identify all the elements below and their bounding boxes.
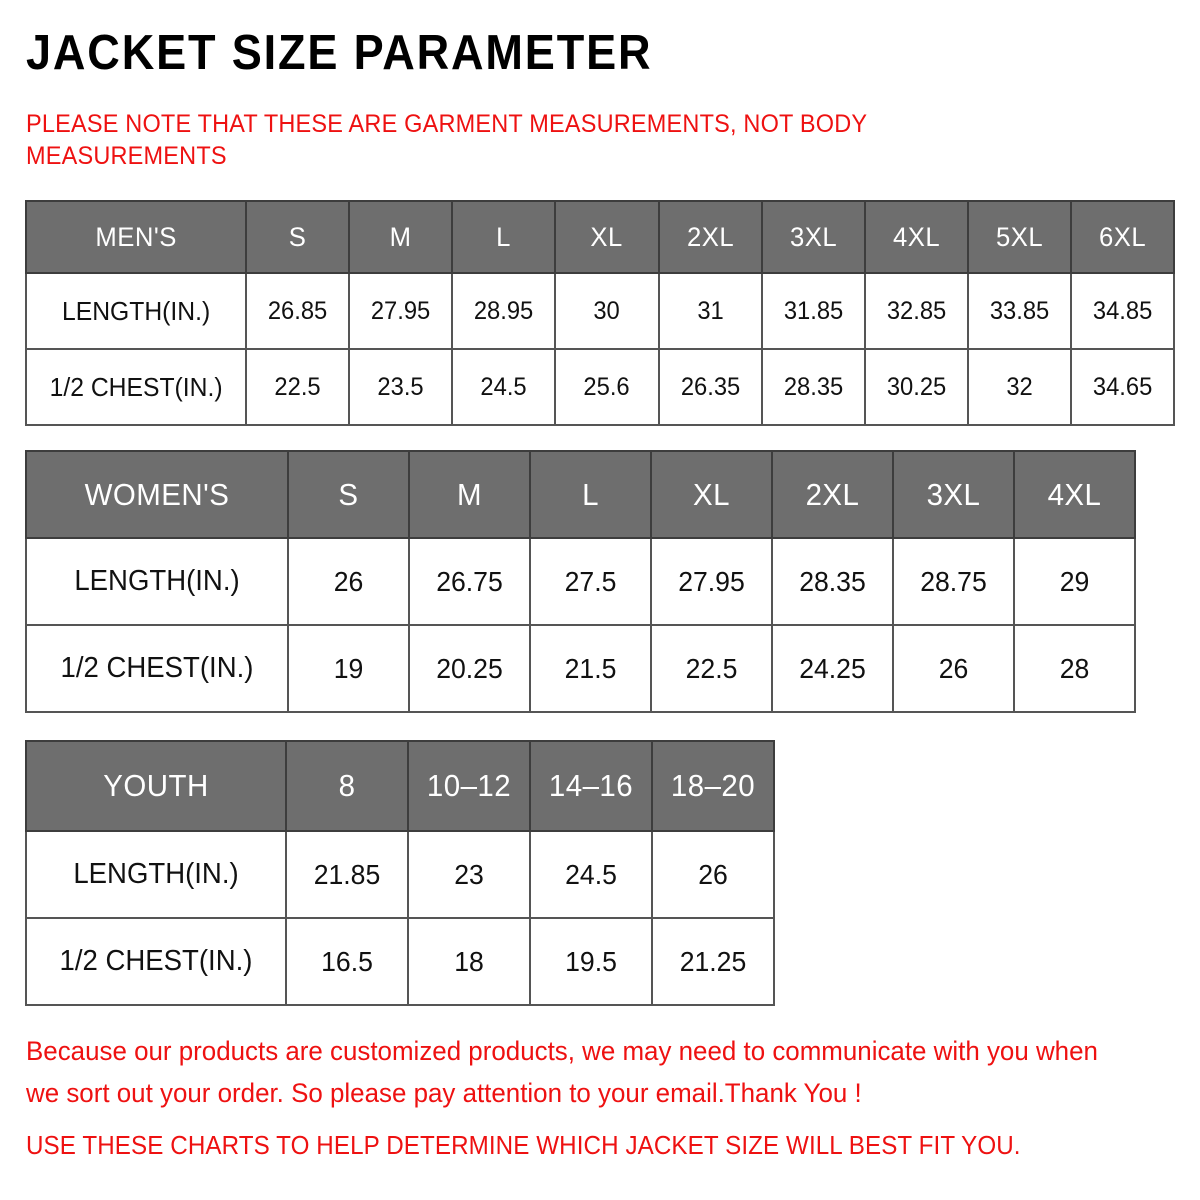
youth-col-14-16: 14–16 [529,740,653,832]
womens-size-table: WOMEN'S S M L XL 2XL 3XL 4XL LENGTH(IN.)… [25,450,1136,713]
womens-chest-xl: 22.5 [650,624,773,713]
table-row: LENGTH(IN.) 26 26.75 27.5 27.95 28.35 28… [25,537,1136,626]
youth-table-head: YOUTH 8 10–12 14–16 18–20 [25,740,775,832]
mens-length-m: 27.95 [348,272,454,350]
mens-table-head: MEN'S S M L XL 2XL 3XL [24,200,1176,274]
youth-length-8: 21.85 [285,830,409,919]
mens-chest-6xl: 34.65 [1069,348,1176,426]
youth-length-10-12: 23 [407,830,531,919]
womens-col-m: M [408,450,531,539]
youth-chest-14-16: 19.5 [529,917,653,1006]
womens-row-label-length: LENGTH(IN.) [25,537,289,626]
womens-col-s: S [287,450,410,539]
mens-chest-4xl: 30.25 [863,348,969,426]
womens-length-2xl: 28.35 [771,537,894,626]
mens-length-5xl: 33.85 [966,272,1072,350]
mens-length-4xl: 32.85 [863,272,969,350]
womens-col-3xl: 3XL [892,450,1015,539]
mens-col-3xl: 3XL [760,200,866,274]
youth-chest-10-12: 18 [407,917,531,1006]
mens-col-xl: XL [554,200,660,274]
womens-length-m: 26.75 [408,537,531,626]
use-charts-note: USE THESE CHARTS TO HELP DETERMINE WHICH… [26,1130,1021,1160]
mens-chest-m: 23.5 [348,348,454,426]
mens-length-2xl: 31 [657,272,763,350]
garment-measurement-note: PLEASE NOTE THAT THESE ARE GARMENT MEASU… [26,110,867,170]
mens-col-s: S [245,200,351,274]
womens-chest-m: 20.25 [408,624,531,713]
youth-col-10-12: 10–12 [407,740,531,832]
mens-col-4xl: 4XL [863,200,969,274]
womens-col-2xl: 2XL [771,450,894,539]
womens-length-l: 27.5 [529,537,652,626]
youth-table-body: LENGTH(IN.) 21.85 23 24.5 26 1/2 CHEST(I… [25,830,775,1006]
mens-col-2xl: 2XL [657,200,763,274]
mens-chest-5xl: 32 [966,348,1072,426]
womens-length-3xl: 28.75 [892,537,1015,626]
womens-col-4xl: 4XL [1013,450,1136,539]
womens-corner-label: WOMEN'S [25,450,289,539]
womens-table-head: WOMEN'S S M L XL 2XL 3XL 4XL [25,450,1136,539]
womens-col-l: L [529,450,652,539]
table-row: LENGTH(IN.) 21.85 23 24.5 26 [25,830,775,919]
page-title: JACKET SIZE PARAMETER [26,26,653,80]
mens-row-label-chest: 1/2 CHEST(IN.) [24,348,248,426]
table-row: 1/2 CHEST(IN.) 16.5 18 19.5 21.25 [25,917,775,1006]
mens-length-l: 28.95 [451,272,557,350]
mens-length-xl: 30 [554,272,660,350]
mens-chest-xl: 25.6 [554,348,660,426]
womens-header-row: WOMEN'S S M L XL 2XL 3XL 4XL [25,450,1136,539]
mens-table-body: LENGTH(IN.) 26.85 27.95 28.95 30 31 31.8… [24,272,1176,426]
womens-row-label-chest: 1/2 CHEST(IN.) [25,624,289,713]
mens-row-label-length: LENGTH(IN.) [24,272,248,350]
youth-col-18-20: 18–20 [651,740,775,832]
mens-col-6xl: 6XL [1069,200,1176,274]
mens-col-m: M [348,200,454,274]
womens-chest-2xl: 24.25 [771,624,894,713]
mens-chest-2xl: 26.35 [657,348,763,426]
mens-size-table: MEN'S S M L XL 2XL 3XL [24,200,1176,426]
youth-header-row: YOUTH 8 10–12 14–16 18–20 [25,740,775,832]
mens-length-3xl: 31.85 [760,272,866,350]
mens-chest-l: 24.5 [451,348,557,426]
womens-col-xl: XL [650,450,773,539]
mens-chest-3xl: 28.35 [760,348,866,426]
womens-length-s: 26 [287,537,410,626]
womens-chest-s: 19 [287,624,410,713]
youth-col-8: 8 [285,740,409,832]
table-row: 1/2 CHEST(IN.) 22.5 23.5 24.5 25.6 26.35… [24,348,1176,426]
youth-chest-8: 16.5 [285,917,409,1006]
mens-col-l: L [451,200,557,274]
table-row: LENGTH(IN.) 26.85 27.95 28.95 30 31 31.8… [24,272,1176,350]
mens-corner-label: MEN'S [24,200,248,274]
mens-chest-s: 22.5 [245,348,351,426]
youth-row-label-chest: 1/2 CHEST(IN.) [25,917,287,1006]
womens-chest-l: 21.5 [529,624,652,713]
womens-length-4xl: 29 [1013,537,1136,626]
table-row: 1/2 CHEST(IN.) 19 20.25 21.5 22.5 24.25 … [25,624,1136,713]
mens-length-s: 26.85 [245,272,351,350]
mens-length-6xl: 34.85 [1069,272,1176,350]
youth-length-14-16: 24.5 [529,830,653,919]
custom-order-note: Because our products are customized prod… [26,1036,1098,1108]
womens-chest-3xl: 26 [892,624,1015,713]
womens-chest-4xl: 28 [1013,624,1136,713]
womens-length-xl: 27.95 [650,537,773,626]
youth-chest-18-20: 21.25 [651,917,775,1006]
youth-length-18-20: 26 [651,830,775,919]
youth-row-label-length: LENGTH(IN.) [25,830,287,919]
mens-header-row: MEN'S S M L XL 2XL 3XL [24,200,1176,274]
mens-col-5xl: 5XL [966,200,1072,274]
youth-size-table: YOUTH 8 10–12 14–16 18–20 LENGTH(IN.) 21… [25,740,775,1006]
youth-corner-label: YOUTH [25,740,287,832]
womens-table-body: LENGTH(IN.) 26 26.75 27.5 27.95 28.35 28… [25,537,1136,713]
